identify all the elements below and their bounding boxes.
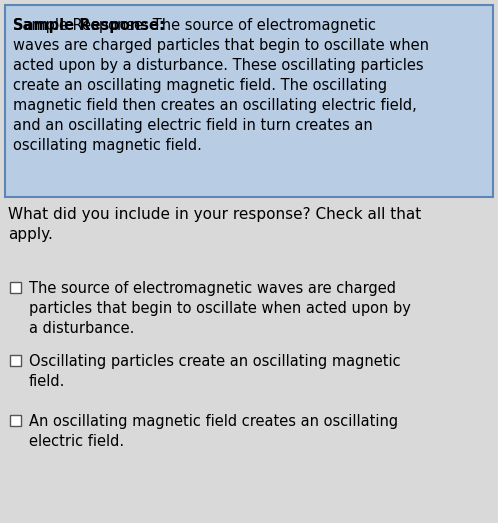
Text: What did you include in your response? Check all that
apply.: What did you include in your response? C… [8, 207, 421, 242]
Text: Sample Response:: Sample Response: [13, 18, 165, 33]
Text: Sample Response: The source of electromagnetic
waves are charged particles that : Sample Response: The source of electroma… [13, 18, 429, 153]
Text: Oscillating particles create an oscillating magnetic
field.: Oscillating particles create an oscillat… [29, 354, 400, 389]
Text: An oscillating magnetic field creates an oscillating
electric field.: An oscillating magnetic field creates an… [29, 414, 398, 449]
FancyBboxPatch shape [10, 282, 21, 293]
Text: The source of electromagnetic waves are charged
particles that begin to oscillat: The source of electromagnetic waves are … [29, 281, 411, 336]
FancyBboxPatch shape [10, 355, 21, 366]
FancyBboxPatch shape [10, 415, 21, 426]
FancyBboxPatch shape [5, 5, 493, 197]
